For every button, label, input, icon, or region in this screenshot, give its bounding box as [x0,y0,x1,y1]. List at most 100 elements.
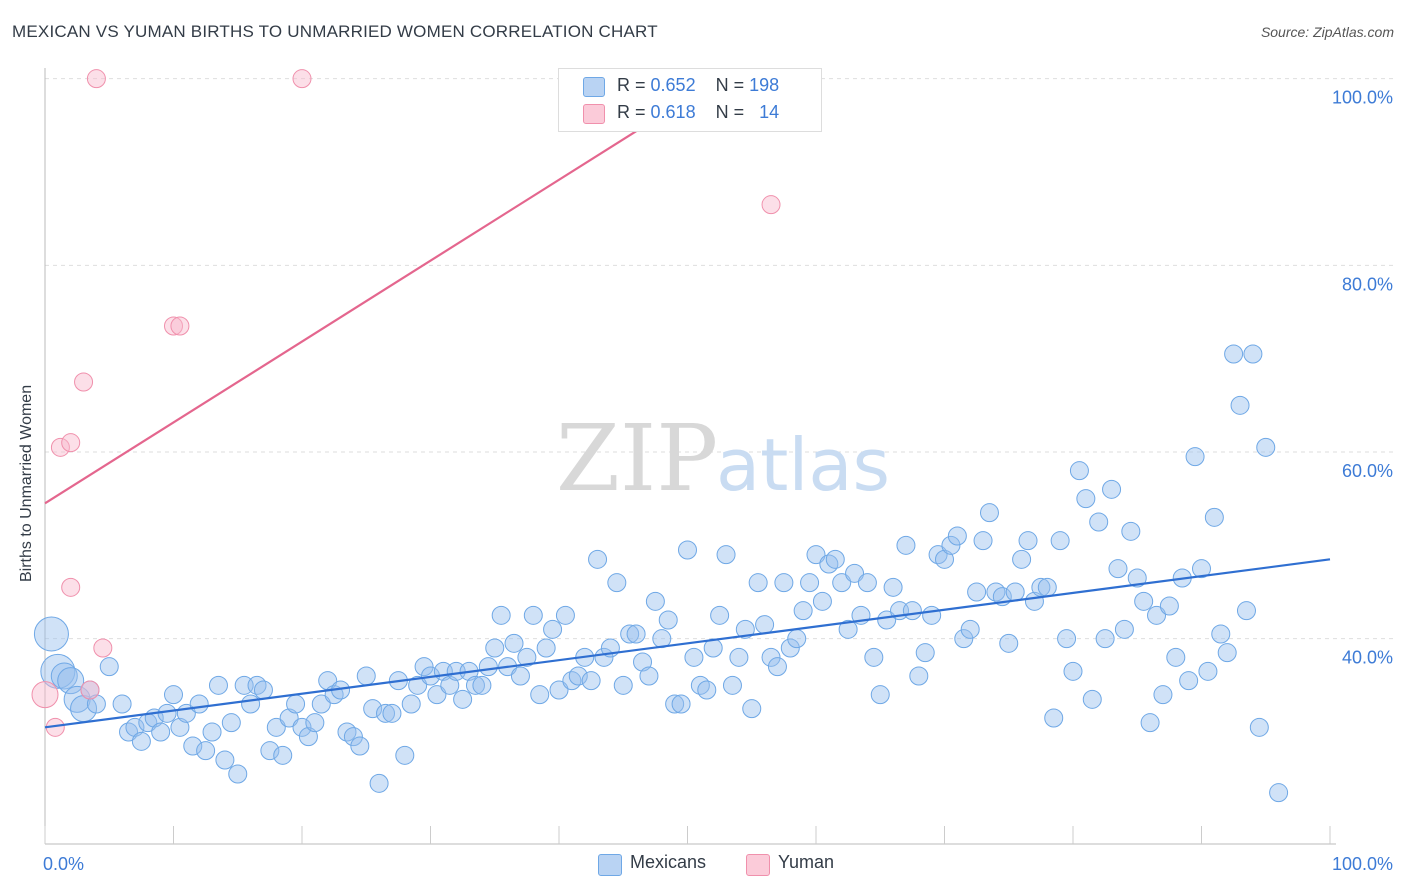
mexicans-point [382,703,402,723]
mexicans-point [941,535,961,555]
mexicans-point [286,694,306,714]
mexicans-point [812,591,832,611]
mexicans-trend-line [44,558,1331,729]
mexicans-point [183,736,203,756]
mexicans-point [665,694,685,714]
yuman-legend-swatch [746,854,770,876]
mexicans-point [1134,591,1154,611]
mexicans-point [588,549,608,569]
mexicans-point [1069,461,1089,481]
mexicans-point [922,605,942,625]
mexicans-point [1159,596,1179,616]
mexicans-point [1089,512,1109,532]
mexicans-point [678,540,697,560]
x-tick-label-min: 0.0% [43,854,84,874]
mexicans-swatch [583,77,605,97]
y-tick-label: 100.0% [1332,88,1393,108]
mexicans-point [510,666,530,686]
y-tick-label: 80.0% [1342,274,1393,294]
mexicans-point [1147,605,1167,625]
mexicans-point [427,685,447,705]
yuman-point [761,195,781,215]
mexicans-point [915,643,935,663]
mexicans-point [645,591,665,611]
mexicans-point [164,685,183,705]
mexicans-point [1153,685,1173,705]
mexicans-point [1236,601,1256,621]
mexicans-point [845,563,865,583]
correlation-legend: R = 0.652 N = 198 R = 0.618 N = 14 [558,68,822,132]
mexicans-point [787,629,807,649]
mexicans-point [478,657,498,677]
mexicans-point [1230,395,1250,415]
mexicans-point [626,624,646,644]
mexicans-point [485,638,505,658]
mexicans-point [735,619,755,639]
mexicans-point [292,717,312,737]
mexicans-point [838,619,858,639]
mexicans-point [658,610,678,630]
mexicans-point [774,573,794,593]
mexicans-point [1217,643,1237,663]
yuman-point [61,577,81,597]
mexicans-point [697,680,717,700]
mexicans-point [472,675,492,695]
mexicans-point [543,619,563,639]
mexicans-point [857,573,877,593]
yuman-n-value: 14 [759,102,780,122]
mexicans-point [228,764,248,784]
mexicans-point [157,703,177,723]
yuman-legend-label: Yuman [778,852,835,872]
mexicans-legend-label: Mexicans [630,852,707,872]
mexicans-point [1185,447,1205,467]
watermark: ZIP atlas [556,405,890,512]
mexicans-point [1256,437,1276,457]
mexicans-point [800,573,820,593]
mexicans-point [1095,629,1115,649]
mexicans-point [710,605,730,625]
mexicans-point [112,694,132,714]
mexicans-point [151,722,171,742]
mexicans-point [607,573,627,593]
mexicans-point [960,619,980,639]
mexicans-point [549,680,569,700]
watermark-atlas: atlas [716,423,890,507]
mexicans-point [279,708,299,728]
mexicans-point [131,731,151,751]
series-legend: Mexicans Yuman [0,852,1406,878]
mexicans-n-label: N = [715,75,745,95]
mexicans-point [639,666,659,686]
mexicans-point [633,652,653,672]
y-tick-label: 60.0% [1342,461,1393,481]
yuman-point [170,316,190,336]
y-tick-label: 40.0% [1342,648,1393,668]
mexicans-point [408,675,428,695]
mexicans-point [273,745,293,765]
mexicans-point [369,773,389,793]
mexicans-point [99,657,119,677]
mexicans-point [1269,783,1289,803]
mexicans-point [1005,582,1025,602]
yuman-point [86,69,106,89]
source-note: Source: ZipAtlas.com [1260,24,1394,40]
mexicans-point [170,717,190,737]
mexicans-point [999,633,1019,653]
mexicans-n-value: 198 [749,75,780,95]
mexicans-point [1063,661,1083,681]
mexicans-point [453,689,473,709]
mexicans-point [1211,624,1231,644]
mexicans-r-value: 0.652 [650,75,696,95]
yuman-trend-line [44,77,721,505]
mexicans-point [311,694,331,714]
mexicans-point [298,727,318,747]
mexicans-point [221,713,241,733]
yuman-r-label: R = [617,102,646,122]
mexicans-point [523,605,543,625]
mexicans-point [1057,629,1077,649]
chart-title: MEXICAN VS YUMAN BIRTHS TO UNMARRIED WOM… [12,22,658,41]
mexicans-point [305,713,325,733]
mexicans-point [722,675,742,695]
mexicans-point [253,680,273,700]
mexicans-point [1166,647,1186,667]
x-tick-label-max: 100.0% [1332,854,1393,874]
